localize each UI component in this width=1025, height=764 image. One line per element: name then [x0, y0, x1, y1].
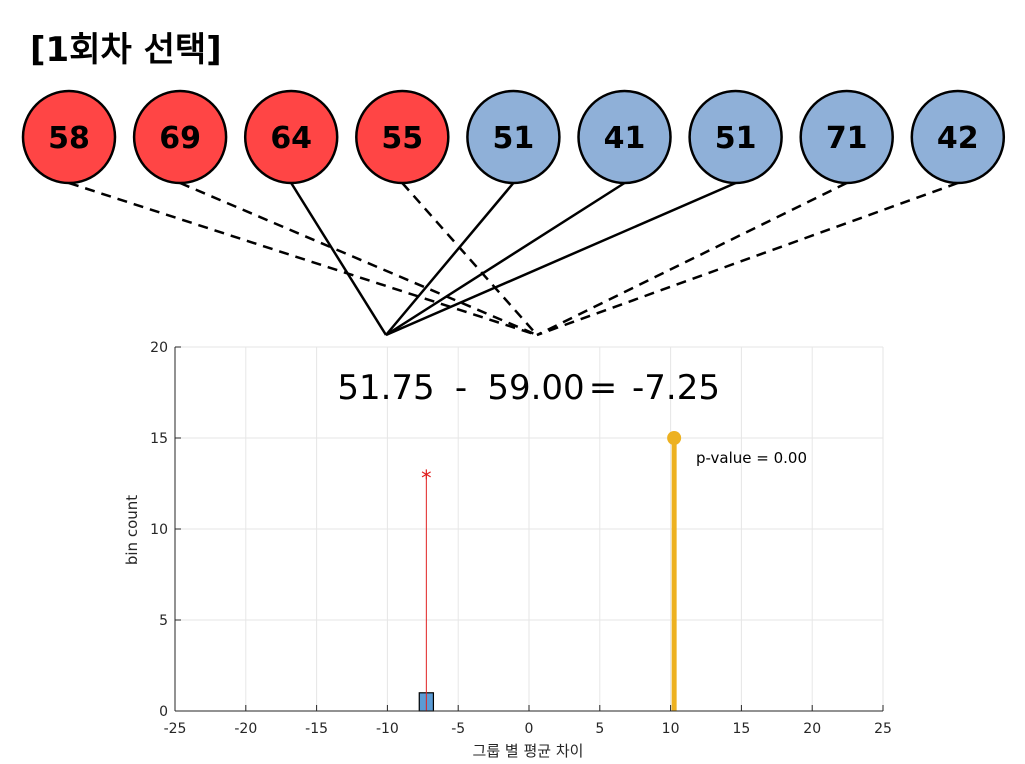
ball-row: 58 69 64 55 51 41 51 71 42: [21, 89, 1006, 185]
chart: -25 -20 -15 -10 -5 0 5 10 15 20 25 0 5 10 15 20 그룹 별 평…: [123, 340, 892, 760]
ball-8: 71: [799, 89, 894, 185]
connector-line-2: [179, 181, 538, 337]
y-axis-label: bin count: [123, 495, 141, 565]
ball-9: 42: [910, 89, 1006, 185]
y-tick-label: 5: [159, 613, 168, 629]
equation-equals: =: [589, 368, 618, 408]
observed-difference-marker: [667, 431, 682, 445]
ball-value: 69: [159, 121, 201, 156]
x-tick-label: -25: [164, 721, 187, 737]
equation-minus: -: [455, 368, 467, 408]
x-tick-labels: -25 -20 -15 -10 -5 0 5 10 15 20 25: [164, 721, 892, 737]
ball-circle: [132, 89, 228, 185]
ball-value: 64: [270, 121, 312, 156]
connector-line-3: [290, 182, 388, 336]
ball-1: 58: [21, 89, 117, 185]
ball-circle: [355, 89, 450, 185]
page-title: [1회차 선택]: [30, 30, 222, 70]
y-tick-label: 15: [150, 431, 168, 447]
connector-line-6: [385, 181, 626, 337]
x-tick-label: -20: [234, 721, 257, 737]
ball-2: 69: [132, 89, 228, 185]
x-tick-label: 5: [595, 721, 604, 737]
group-a-mean: 51.75: [337, 368, 434, 408]
ball-value: 71: [826, 121, 868, 156]
x-tick-label: 25: [874, 721, 892, 737]
x-tick-label: -10: [376, 721, 399, 737]
connector-line-9: [536, 181, 959, 337]
p-value-label: p-value = 0.00: [696, 449, 807, 467]
ball-value: 51: [715, 121, 757, 156]
ball-circle: [243, 89, 339, 185]
y-tick-label: 10: [150, 522, 168, 538]
y-tick-labels: 0 5 10 15 20: [150, 340, 168, 720]
current-sample-marker: [421, 469, 431, 480]
connector-line-8: [536, 181, 848, 337]
chart-markers: [421, 431, 682, 711]
ball-6: 41: [577, 89, 672, 185]
ball-value: 41: [604, 121, 646, 156]
x-tick-label: -5: [451, 721, 465, 737]
ball-value: 42: [937, 121, 979, 156]
connector-line-5: [385, 182, 515, 336]
x-tick-label: 0: [525, 721, 534, 737]
ball-7: 51: [688, 89, 783, 185]
ball-circle: [688, 89, 783, 185]
x-tick-label: -15: [305, 721, 328, 737]
ball-circle: [910, 89, 1006, 185]
ball-value: 58: [48, 121, 90, 156]
x-tick-label: 20: [803, 721, 821, 737]
ball-value: 55: [381, 121, 423, 156]
ball-circle: [21, 89, 117, 185]
ball-5: 51: [466, 89, 561, 185]
ball-circle: [577, 89, 672, 185]
connector-lines: [68, 181, 959, 337]
connector-line-1: [68, 181, 538, 337]
y-tick-label: 0: [159, 704, 168, 720]
group-b-mean: 59.00: [487, 368, 584, 408]
x-tick-label: 10: [662, 721, 680, 737]
y-tick-label: 20: [150, 340, 168, 356]
mean-difference: -7.25: [632, 368, 720, 408]
x-tick-label: 15: [732, 721, 750, 737]
ball-4: 55: [355, 89, 450, 185]
x-axis-label: 그룹 별 평균 차이: [473, 742, 584, 760]
ball-circle: [799, 89, 894, 185]
connector-line-7: [385, 181, 737, 337]
ball-circle: [466, 89, 561, 185]
ball-value: 51: [493, 121, 535, 156]
axes: [174, 346, 884, 712]
ball-3: 64: [243, 89, 339, 185]
